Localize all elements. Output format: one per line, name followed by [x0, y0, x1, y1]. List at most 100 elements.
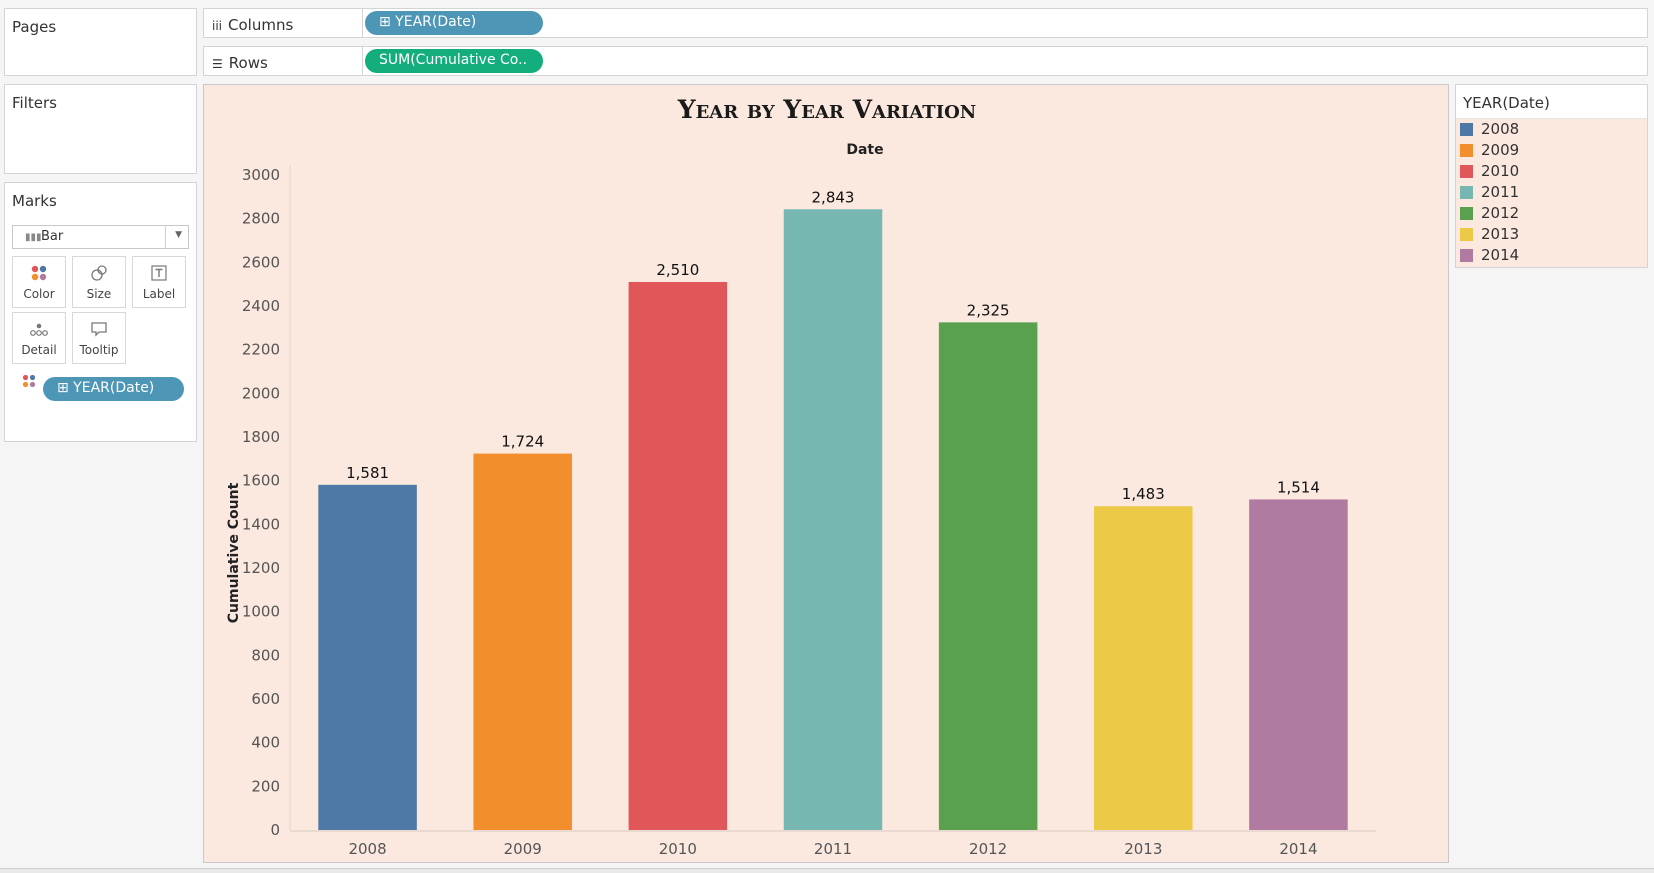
legend-swatch: [1460, 144, 1473, 157]
y-tick-label: 1000: [242, 603, 280, 621]
legend-label: 2009: [1481, 141, 1520, 159]
filters-title: Filters: [12, 94, 57, 112]
bar-chart-icon: ▮▮▮: [25, 232, 42, 243]
rows-shelf[interactable]: ☰ Rows SUM(Cumulative Co..: [203, 46, 1648, 76]
y-axis-label: Cumulative Count: [226, 482, 242, 623]
legend-label: 2010: [1481, 162, 1520, 180]
y-tick-label: 0: [270, 821, 280, 839]
rows-shelf-separator: [362, 47, 363, 75]
filters-card[interactable]: Filters: [4, 84, 197, 174]
dropdown-separator: [165, 226, 166, 248]
y-tick-label: 1800: [242, 428, 280, 446]
bar-2012[interactable]: [938, 322, 1038, 830]
y-tick-label: 2400: [242, 297, 280, 315]
marks-title: Marks: [12, 192, 57, 210]
y-tick-label: 2000: [242, 384, 280, 402]
y-tick-label: 200: [251, 777, 280, 795]
legend-swatch: [1460, 249, 1473, 262]
y-tick-label: 1400: [242, 515, 280, 533]
detail-button[interactable]: Detail: [12, 312, 66, 364]
axis-layer: 0 200 400 600 800 1000 1200 1400 1600 1800 2000 220…: [242, 165, 1376, 839]
x-tick-label: 2008: [348, 840, 386, 858]
bar-2009[interactable]: [473, 453, 572, 830]
legend-item-2009[interactable]: 2009: [1456, 140, 1647, 161]
pages-title: Pages: [12, 18, 57, 36]
legend-label: 2011: [1481, 183, 1520, 201]
size-button-label: Size: [86, 287, 112, 301]
legend-label: 2014: [1481, 246, 1520, 264]
x-axis-label: Date: [846, 142, 883, 158]
pages-card[interactable]: Pages: [4, 8, 197, 76]
chart-view[interactable]: Year by Year Variation Date Cumulative C…: [203, 84, 1449, 863]
legend-items: 2008 2009 2010 2011 2012 2013 2014: [1456, 119, 1647, 266]
y-tick-label: 400: [251, 734, 280, 752]
text-label-icon: [133, 257, 185, 283]
data-label-2011: 2,843: [812, 188, 855, 206]
label-button-label: Label: [142, 287, 176, 301]
color-button[interactable]: Color: [12, 256, 66, 308]
x-tick-label: 2011: [814, 840, 852, 858]
bar-2008[interactable]: [318, 484, 417, 830]
legend-swatch: [1460, 165, 1473, 178]
label-button[interactable]: Label: [132, 256, 186, 308]
y-tick-label: 1200: [242, 559, 280, 577]
bottom-tab-bar: [0, 868, 1654, 873]
legend-item-2008[interactable]: 2008: [1456, 119, 1647, 140]
columns-icon: iii: [212, 19, 223, 33]
y-tick-label: 600: [251, 690, 280, 708]
legend-item-2010[interactable]: 2010: [1456, 161, 1647, 182]
tooltip-icon: [73, 313, 125, 339]
year-date-color-pill[interactable]: ⊞ YEAR(Date): [43, 377, 184, 401]
legend-item-2014[interactable]: 2014: [1456, 245, 1647, 266]
legend-title: YEAR(Date): [1456, 85, 1647, 119]
color-legend[interactable]: YEAR(Date) 2008 2009 2010 2011 2012 2013 2014: [1455, 84, 1648, 268]
size-button[interactable]: Size: [72, 256, 126, 308]
legend-label: 2008: [1481, 120, 1520, 138]
x-tick-label: 2013: [1124, 840, 1162, 858]
detail-button-label: Detail: [21, 343, 57, 357]
legend-item-2012[interactable]: 2012: [1456, 203, 1647, 224]
data-label-2008: 1,581: [346, 464, 389, 482]
bar-2013[interactable]: [1094, 506, 1193, 830]
x-tick-label: 2012: [969, 840, 1007, 858]
size-icon: [73, 257, 125, 283]
data-label-2012: 2,325: [967, 301, 1010, 319]
tooltip-button[interactable]: Tooltip: [72, 312, 126, 364]
legend-label: 2013: [1481, 225, 1520, 243]
legend-swatch: [1460, 207, 1473, 220]
color-button-label: Color: [23, 287, 55, 301]
x-tick-label: 2009: [504, 840, 542, 858]
bar-2010[interactable]: [628, 281, 728, 830]
rows-shelf-label: ☰ Rows: [212, 54, 268, 72]
y-tick-label: 1600: [242, 472, 280, 490]
mark-type-label: Bar: [41, 229, 64, 244]
data-label-2010: 2,510: [656, 261, 699, 279]
color-encoding-icon: [22, 373, 36, 392]
y-tick-label: 2800: [242, 210, 280, 228]
legend-item-2013[interactable]: 2013: [1456, 224, 1647, 245]
data-label-2014: 1,514: [1277, 478, 1320, 496]
bar-layer: 1,581 2008 1,724 2009 2,510 2010 2,843 2011 2,32…: [318, 188, 1348, 858]
data-label-2009: 1,724: [501, 433, 544, 451]
chevron-down-icon[interactable]: ▼: [175, 230, 182, 240]
bar-2011[interactable]: [783, 209, 883, 831]
legend-label: 2012: [1481, 204, 1520, 222]
y-tick-label: 2200: [242, 341, 280, 359]
rows-icon: ☰: [212, 57, 223, 71]
columns-shelf-label: iii Columns: [212, 16, 294, 34]
detail-icon: [13, 313, 65, 339]
x-tick-label: 2014: [1279, 840, 1317, 858]
y-tick-label: 800: [251, 646, 280, 664]
year-date-columns-pill[interactable]: ⊞ YEAR(Date): [365, 11, 543, 35]
sum-cumulative-count-rows-pill[interactable]: SUM(Cumulative Co..: [365, 49, 543, 73]
legend-swatch: [1460, 123, 1473, 136]
mark-type-dropdown[interactable]: ▮▮▮ Bar ▼: [12, 225, 189, 249]
data-label-2013: 1,483: [1122, 485, 1165, 503]
columns-shelf[interactable]: iii Columns ⊞ YEAR(Date): [203, 8, 1648, 38]
y-tick-label: 3000: [242, 166, 280, 184]
tooltip-button-label: Tooltip: [79, 343, 119, 357]
y-tick-label: 2600: [242, 253, 280, 271]
legend-item-2011[interactable]: 2011: [1456, 182, 1647, 203]
color-icon: [13, 257, 65, 283]
bar-2014[interactable]: [1249, 499, 1348, 830]
